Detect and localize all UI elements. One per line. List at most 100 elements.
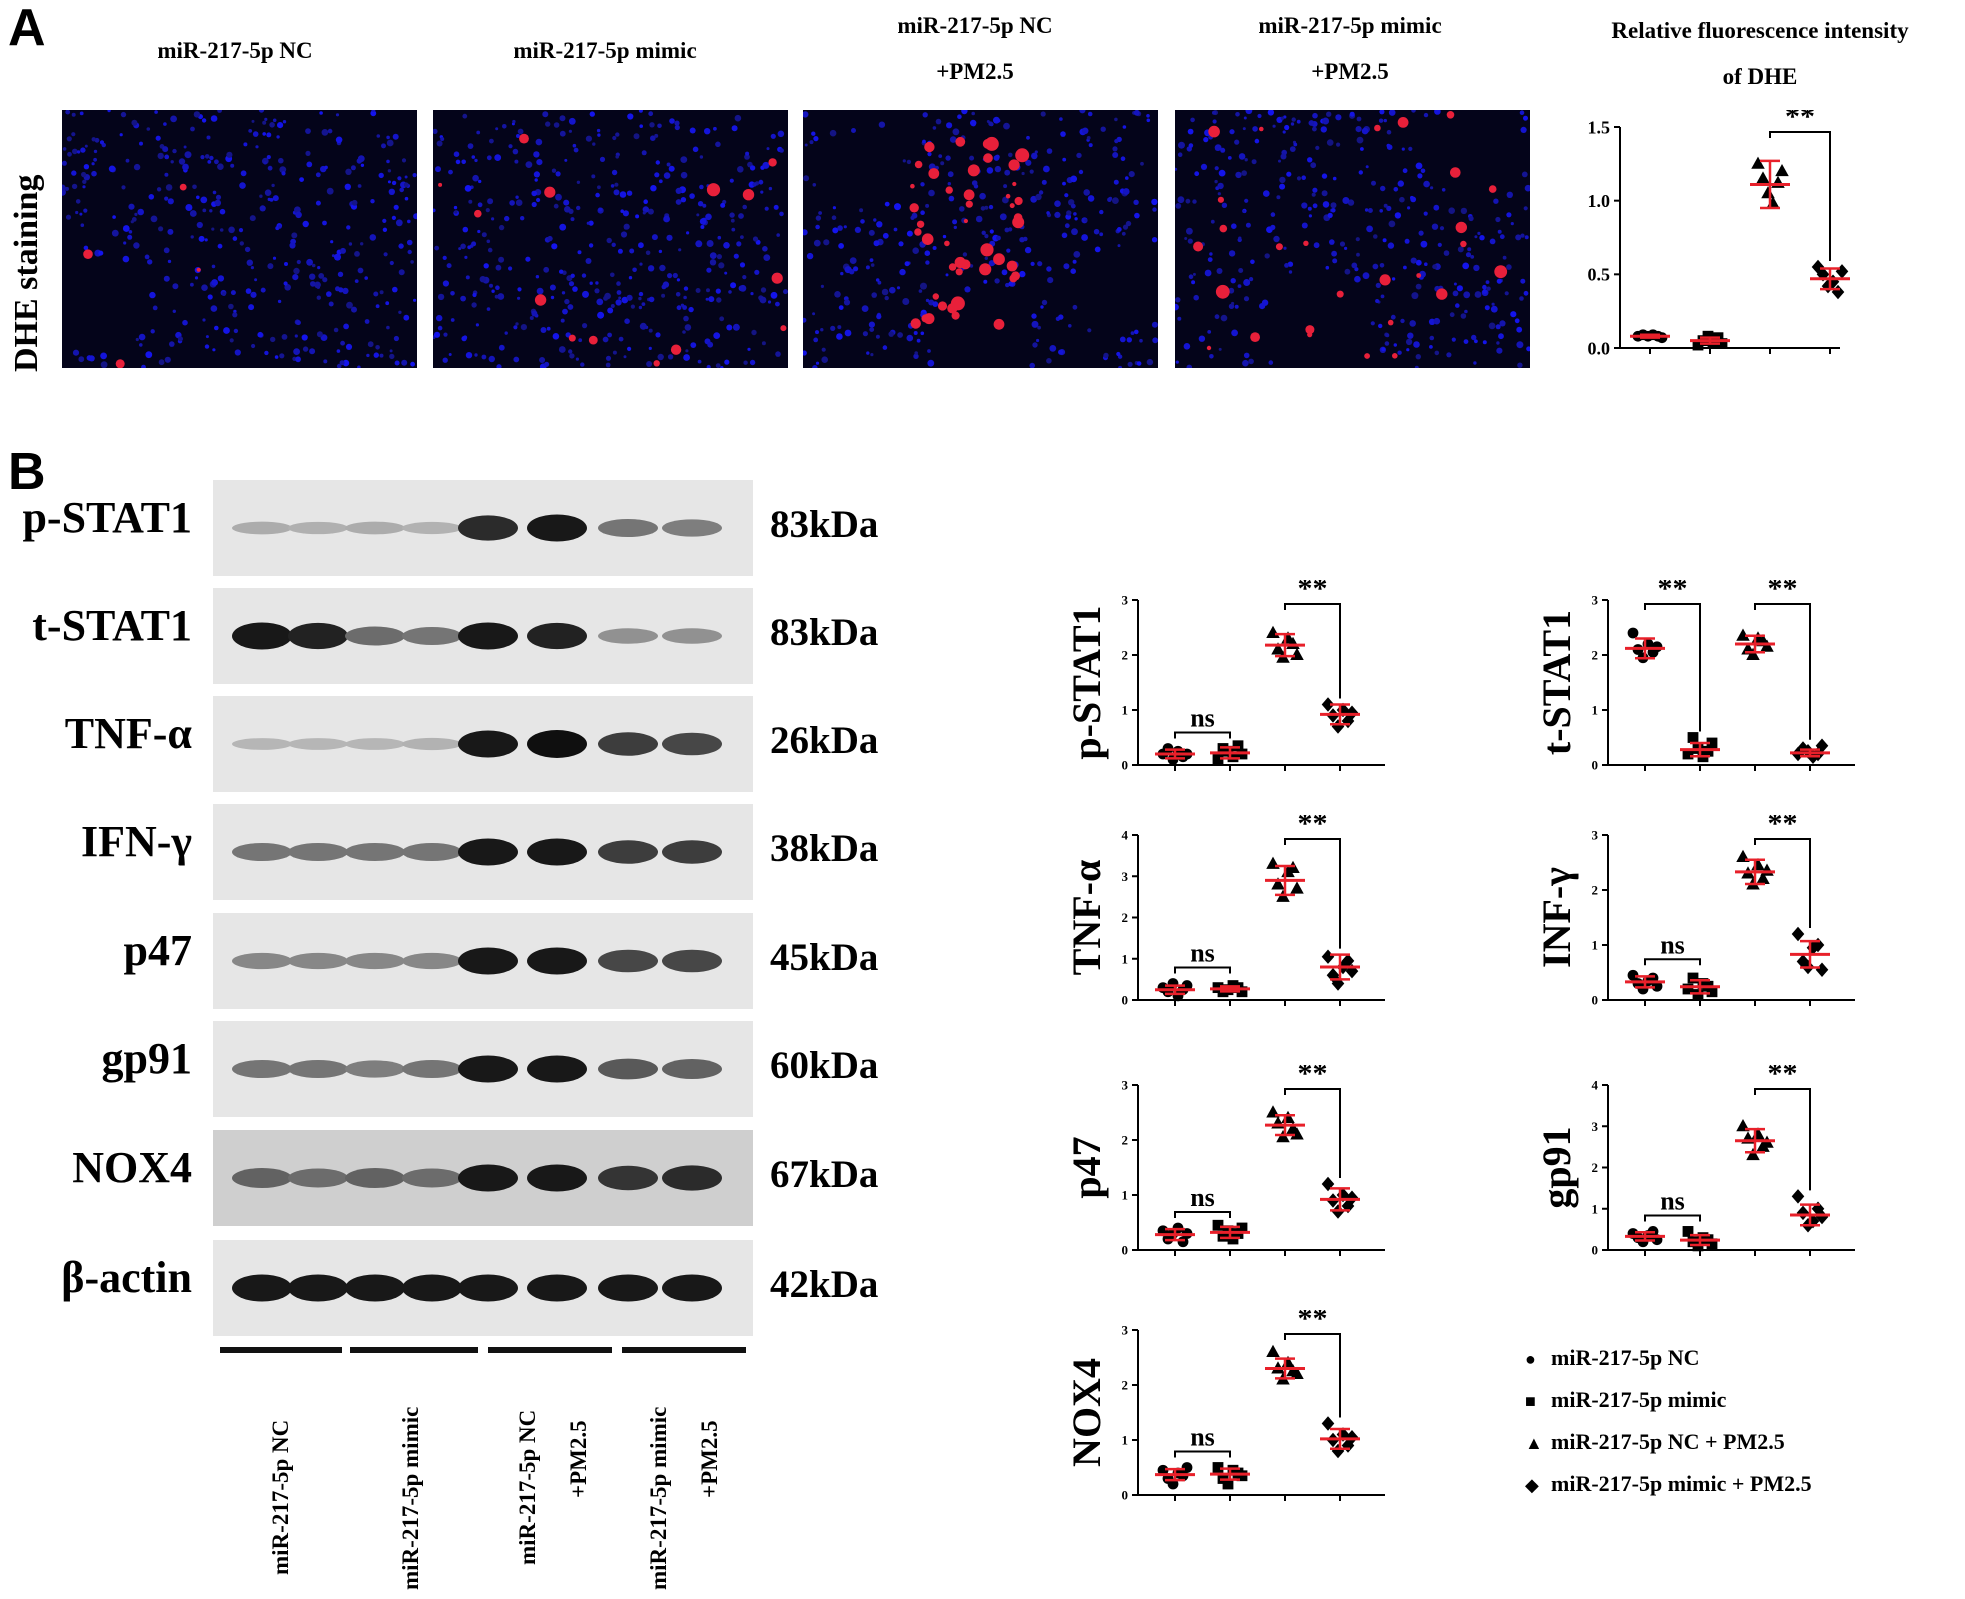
nucleus [1112, 146, 1118, 152]
blot-label: p47 [123, 926, 192, 975]
nucleus [266, 132, 272, 138]
nucleus [1267, 110, 1275, 116]
nucleus [896, 286, 901, 290]
nucleus [133, 163, 141, 171]
nucleus [1401, 147, 1405, 151]
nucleus [1430, 186, 1434, 190]
y-axis-label: t-STAT1 [1534, 610, 1579, 755]
nucleus [486, 307, 491, 311]
nucleus [1024, 246, 1032, 254]
nucleus [820, 328, 824, 332]
protein-band [662, 1059, 722, 1079]
nucleus [383, 252, 388, 257]
nucleus [107, 110, 111, 113]
protein-band [662, 1165, 722, 1191]
nucleus [945, 273, 949, 277]
nucleus [1238, 268, 1244, 273]
nucleus [1245, 110, 1253, 115]
nucleus [1030, 261, 1035, 266]
dhe-signal [993, 318, 1005, 330]
protein-band [232, 952, 292, 970]
nucleus [688, 306, 694, 313]
dhe-signal [1488, 185, 1497, 193]
nucleus [585, 258, 592, 264]
dhe-signal [1259, 126, 1264, 132]
nucleus [1355, 126, 1362, 133]
nucleus [1408, 146, 1413, 151]
nucleus [1515, 234, 1522, 241]
nucleus [294, 206, 301, 214]
nucleus [328, 301, 334, 307]
nucleus [190, 235, 194, 239]
nucleus [932, 246, 937, 250]
data-point [1321, 1176, 1335, 1192]
nucleus [595, 192, 600, 198]
nucleus [453, 151, 460, 157]
nucleus [749, 359, 756, 366]
nucleus [1120, 156, 1126, 161]
nucleus [1382, 238, 1387, 243]
nucleus [360, 163, 365, 167]
blot-strip [213, 696, 753, 792]
y-axis-label: gp91 [1534, 1126, 1579, 1208]
nucleus [558, 346, 566, 353]
nucleus [367, 341, 374, 348]
nucleus [813, 337, 819, 343]
significance-bracket [1174, 731, 1231, 739]
data-point [1336, 1427, 1350, 1442]
nucleus [1019, 270, 1026, 278]
nucleus [1372, 263, 1379, 270]
nucleus [655, 332, 661, 338]
nucleus [596, 128, 601, 133]
nucleus [478, 179, 482, 184]
data-point [1341, 953, 1355, 969]
nucleus [214, 159, 219, 165]
nucleus [761, 341, 766, 346]
nucleus [154, 110, 158, 114]
nucleus [638, 110, 643, 113]
protein-band [598, 840, 658, 864]
nucleus [552, 333, 560, 340]
nucleus [1496, 341, 1500, 345]
nucleus [305, 128, 311, 134]
dhe-signal [950, 296, 965, 311]
nucleus [1175, 303, 1179, 311]
nucleus [496, 364, 502, 368]
nucleus [270, 336, 276, 343]
nucleus [125, 158, 130, 163]
nucleus [448, 169, 453, 175]
protein-band [288, 1274, 348, 1302]
nucleus [514, 159, 519, 164]
protein-band [662, 628, 722, 644]
nucleus [1322, 201, 1330, 208]
nucleus [128, 203, 135, 210]
nucleus [309, 348, 316, 355]
nucleus [906, 230, 913, 237]
nucleus [340, 340, 345, 346]
nucleus [525, 161, 533, 168]
nucleus [1504, 291, 1509, 296]
panel-b-letter: B [8, 443, 46, 501]
nucleus [657, 353, 664, 361]
protein-band [232, 521, 292, 535]
dhe-signal [1305, 325, 1315, 335]
nucleus [1146, 114, 1150, 118]
nucleus [806, 252, 814, 260]
nucleus [465, 275, 470, 280]
nucleus [155, 135, 161, 141]
dhe-signal [519, 133, 529, 144]
nucleus [486, 155, 492, 161]
nucleus [1212, 110, 1216, 115]
nucleus [610, 184, 615, 188]
nucleus [1231, 223, 1237, 229]
nucleus [1270, 212, 1276, 217]
nucleus [1214, 314, 1220, 320]
nucleus [498, 344, 505, 351]
nucleus [661, 293, 666, 298]
nucleus [767, 300, 772, 304]
nucleus [803, 350, 807, 356]
nucleus [201, 118, 207, 123]
nucleus [1385, 333, 1390, 338]
y-tick-label: 2 [1122, 648, 1129, 663]
nucleus [658, 249, 663, 254]
